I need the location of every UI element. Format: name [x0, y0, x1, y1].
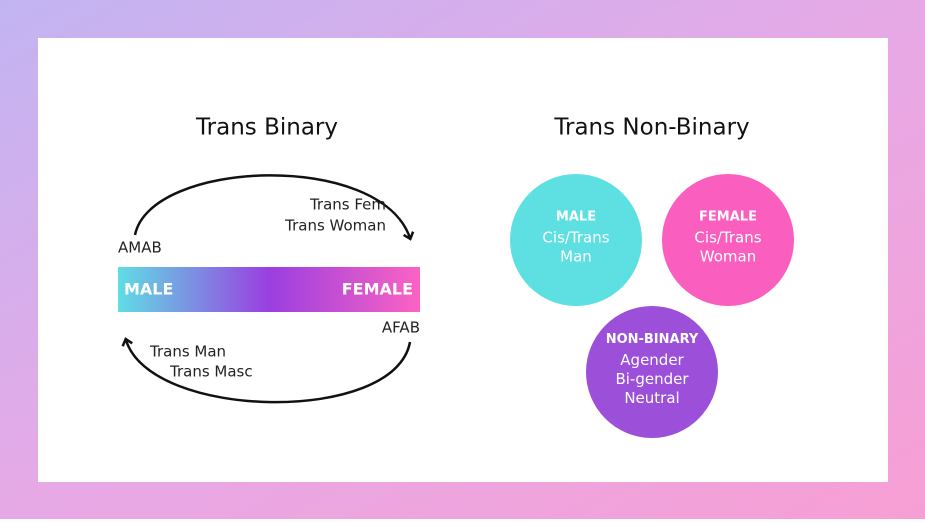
- arrow: [133, 174, 415, 241]
- circle-heading: NON-BINARY: [606, 332, 699, 347]
- circle: [586, 306, 718, 438]
- label: Trans Fem: [309, 196, 386, 214]
- circle-line: Bi-gender: [615, 370, 689, 388]
- circle-line: Agender: [620, 351, 684, 369]
- bar-label: FEMALE: [342, 280, 413, 299]
- circle-line: Cis/Trans: [694, 229, 761, 247]
- label: Trans Woman: [284, 217, 386, 235]
- label: AFAB: [382, 319, 420, 337]
- circle-line: Woman: [700, 248, 756, 266]
- circles: MALECis/TransManFEMALECis/TransWomanNON-…: [510, 174, 794, 438]
- circle-line: Neutral: [624, 389, 679, 407]
- label: AMAB: [118, 239, 162, 257]
- circle-heading: FEMALE: [699, 210, 757, 225]
- label: Trans Man: [149, 343, 226, 361]
- title: Trans Binary: [195, 115, 338, 141]
- circle-heading: MALE: [556, 210, 596, 225]
- bar-label: MALE: [124, 280, 173, 299]
- circle-line: Cis/Trans: [542, 229, 609, 247]
- circle-line: Man: [560, 248, 592, 266]
- circle: [510, 174, 642, 306]
- spectrum-bar: [118, 267, 420, 312]
- arrow: [121, 337, 412, 404]
- label: Trans Masc: [169, 363, 253, 381]
- circle: [662, 174, 794, 306]
- title: Trans Non-Binary: [553, 115, 749, 141]
